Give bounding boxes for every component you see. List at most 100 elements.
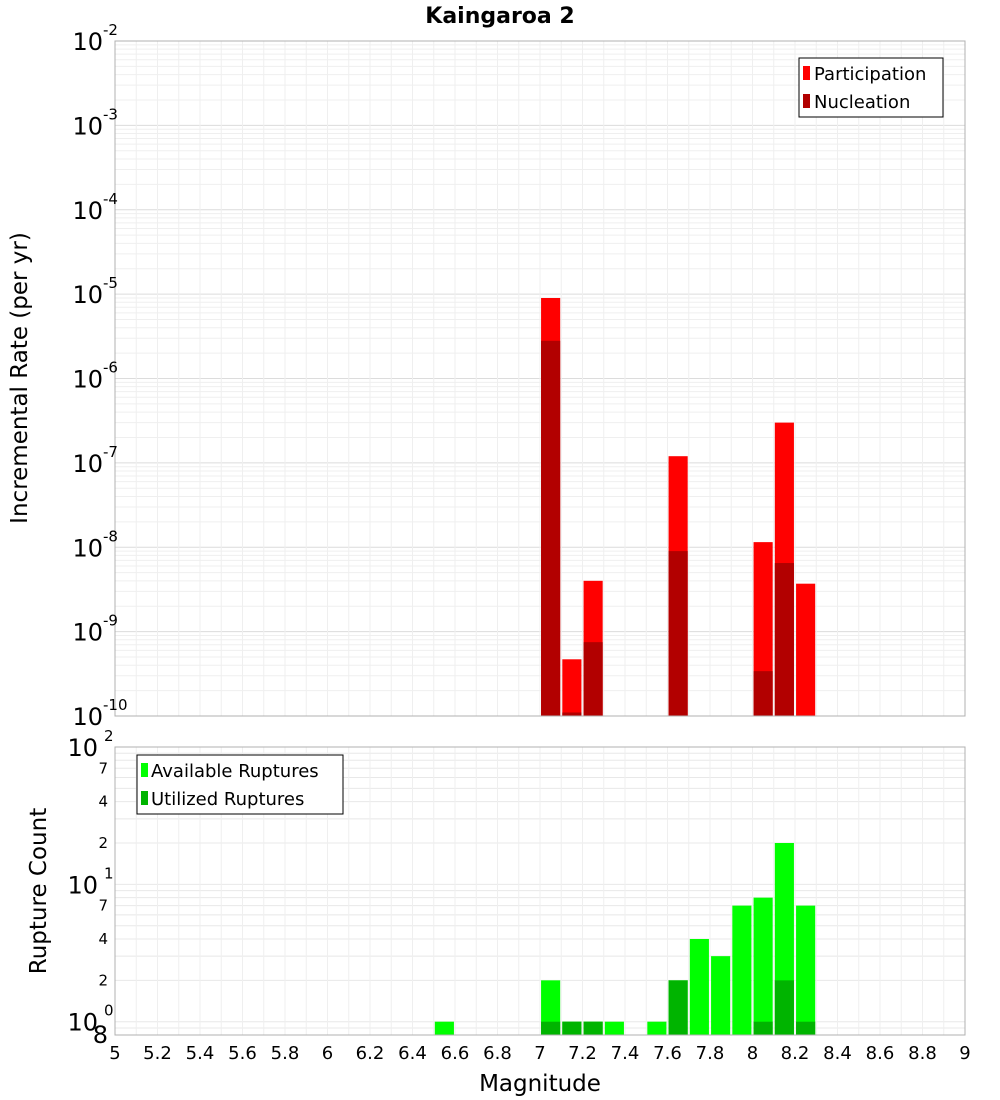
y-tick-base: 10 — [72, 619, 103, 647]
y-tick-exponent: -10 — [103, 696, 128, 714]
participation-bar — [796, 583, 816, 716]
available-ruptures-bar — [689, 939, 709, 1035]
legend-participation: Participation — [814, 64, 926, 85]
y-tick-label: 10 2 — [67, 727, 113, 762]
y-tick-base: 10 — [72, 28, 103, 56]
x-tick-label: 6 — [322, 1043, 333, 1064]
y-tick-label: 10 -3 — [72, 105, 118, 140]
y-tick-base: 10 — [72, 450, 103, 478]
y-tick-base: 10 — [72, 366, 103, 394]
x-tick-label: 8.4 — [823, 1043, 852, 1064]
x-tick-label: 7 — [534, 1043, 545, 1064]
y-tick-exponent: 1 — [104, 864, 114, 882]
utilized-ruptures-bar — [774, 980, 794, 1035]
x-tick-label: 8.2 — [781, 1043, 810, 1064]
nucleation-swatch — [803, 94, 810, 108]
y-tick-exponent: -8 — [103, 527, 118, 545]
available-ruptures-bar — [647, 1021, 667, 1035]
x-axis-label: Magnitude — [479, 1071, 601, 1097]
y-tick-exponent: 2 — [104, 727, 114, 745]
x-tick-label: 5.8 — [271, 1043, 300, 1064]
y-minor-tick-label: 2 — [98, 834, 108, 852]
legend-nucleation: Nucleation — [814, 92, 910, 113]
y-tick-exponent: -9 — [103, 612, 118, 630]
available-ruptures-bar — [541, 980, 561, 1035]
rate-y-axis-label: Incremental Rate (per yr) — [7, 232, 33, 524]
utilized-ruptures-bar — [668, 980, 688, 1035]
y-tick-exponent: -5 — [103, 274, 118, 292]
participation-bar — [562, 659, 582, 716]
rate-plot-frame — [114, 40, 966, 717]
utilized-ruptures-bar — [753, 1021, 773, 1035]
count-y-ticks: 10 0 10 1 10 2 8 2 4 7 2 4 7 — [67, 727, 113, 1049]
utilized-ruptures-bar — [541, 1021, 561, 1035]
y-tick-base: 10 — [67, 734, 98, 762]
nucleation-bar — [668, 551, 688, 716]
x-tick-label: 6.6 — [441, 1043, 470, 1064]
y-minor-tick-label: 4 — [98, 793, 108, 811]
y-tick-base: 10 — [72, 534, 103, 562]
x-tick-label: 7.8 — [696, 1043, 725, 1064]
y-minor-tick-label: 7 — [98, 759, 108, 777]
nucleation-bar — [541, 340, 561, 716]
y-tick-base: 10 — [67, 1009, 98, 1037]
rate-bars — [541, 297, 816, 716]
legend-utilized-ruptures: Utilized Ruptures — [151, 789, 304, 810]
x-tick-label: 6.4 — [398, 1043, 427, 1064]
y-tick-label: 10 1 — [67, 864, 113, 899]
utilized-ruptures-bar — [796, 1021, 816, 1035]
y-tick-base: 10 — [72, 112, 103, 140]
nucleation-bar — [583, 642, 603, 716]
y-minor-tick-label: 7 — [98, 897, 108, 915]
x-tick-label: 7.4 — [611, 1043, 640, 1064]
count-legend-box — [136, 754, 344, 815]
rate-legend-box — [798, 57, 944, 118]
available-ruptures-bar — [711, 956, 731, 1035]
y-tick-base: 10 — [72, 703, 103, 731]
utilized-ruptures-bar — [583, 1021, 603, 1035]
rate-legend: Participation Nucleation — [798, 57, 944, 118]
y-tick-label: 10 -2 — [72, 21, 118, 56]
y-tick-exponent: -6 — [103, 359, 118, 377]
x-tick-label: 8.6 — [866, 1043, 895, 1064]
y-tick-label: 10 -4 — [72, 190, 118, 225]
nucleation-bar — [774, 563, 794, 716]
nucleation-bar — [562, 712, 582, 716]
x-tick-label: 8 — [747, 1043, 758, 1064]
y-tick-exponent: -4 — [103, 190, 118, 208]
x-tick-label: 5 — [109, 1043, 120, 1064]
y-tick-base: 10 — [72, 197, 103, 225]
y-tick-label: 10 0 — [67, 1002, 113, 1037]
count-bars — [434, 843, 816, 1035]
x-tick-label: 6.8 — [483, 1043, 512, 1064]
y-minor-tick-label: 8 — [93, 1021, 108, 1049]
available-ruptures-bar — [732, 905, 752, 1035]
y-tick-label: 10 -6 — [72, 359, 118, 394]
x-tick-label: 9 — [959, 1043, 970, 1064]
x-tick-label: 5.2 — [143, 1043, 172, 1064]
y-tick-label: 10 -8 — [72, 527, 118, 562]
x-tick-label: 6.2 — [356, 1043, 385, 1064]
y-minor-tick-label: 2 — [98, 971, 108, 989]
nucleation-bar — [753, 671, 773, 716]
x-tick-label: 8.8 — [908, 1043, 937, 1064]
count-y-axis-label: Rupture Count — [26, 808, 52, 974]
available-ruptures-bar — [753, 897, 773, 1035]
utilized-ruptures-bar — [562, 1021, 582, 1035]
available-swatch — [141, 763, 148, 777]
y-tick-base: 10 — [72, 281, 103, 309]
y-tick-base: 10 — [67, 871, 98, 899]
y-tick-label: 10 -10 — [72, 696, 127, 731]
chart-title: Kaingaroa 2 — [425, 4, 574, 29]
y-tick-exponent: -2 — [103, 21, 118, 39]
legend-available-ruptures: Available Ruptures — [151, 761, 319, 782]
x-tick-label: 7.6 — [653, 1043, 682, 1064]
x-ticks: 5 5.2 5.4 5.6 5.8 6 6.2 6.4 6.6 6.8 7 7.2 7.4 7.6 7.8 8… — [109, 1043, 970, 1064]
x-tick-label: 7.2 — [568, 1043, 597, 1064]
available-ruptures-bar — [796, 905, 816, 1035]
y-tick-exponent: 0 — [104, 1002, 114, 1020]
utilized-swatch — [141, 791, 148, 805]
available-ruptures-bar — [604, 1021, 624, 1035]
